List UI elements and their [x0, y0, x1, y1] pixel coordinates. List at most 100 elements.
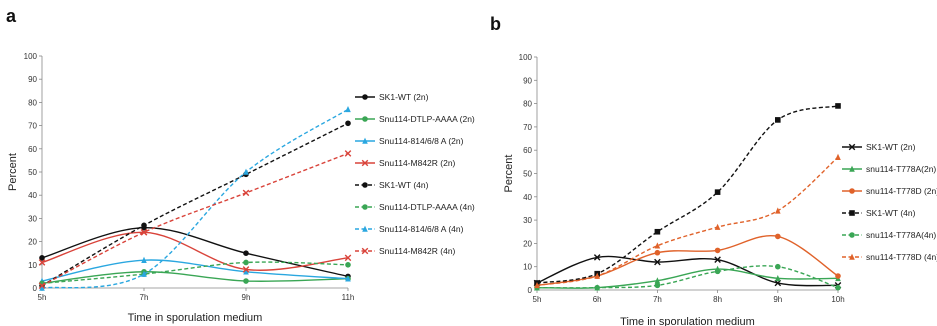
series-line: [41, 261, 349, 285]
data-point: [775, 233, 781, 240]
legend-label: snu114-T778A(2n): [866, 164, 936, 174]
legend-marker: [362, 225, 368, 232]
x-tick-label: 9h: [773, 295, 782, 304]
y-tick-label: 30: [28, 214, 37, 223]
x-tick-label: 9h: [242, 293, 251, 302]
y-tick-label: 50: [28, 168, 37, 177]
series-4: SK1-WT (4n): [39, 120, 429, 289]
legend-label: Snu114-M842R (4n): [379, 246, 456, 256]
legend-marker: [362, 204, 368, 210]
data-point: [141, 222, 147, 229]
y-tick-label: 80: [523, 100, 532, 109]
series-line: [536, 105, 839, 284]
data-point: [38, 259, 46, 266]
legend-label: snu114-T778D (2n): [866, 186, 937, 196]
data-point: [39, 255, 45, 261]
y-tick-label: 90: [28, 75, 37, 84]
data-point: [714, 268, 721, 275]
y-tick-label: 10: [28, 261, 37, 270]
x-tick-label: 6h: [593, 295, 602, 304]
data-point: [344, 150, 352, 157]
data-point: [242, 189, 250, 197]
series-line: [536, 156, 839, 287]
data-point: [775, 263, 781, 270]
y-tick-label: 70: [28, 122, 37, 131]
data-point: [345, 275, 351, 282]
data-point: [654, 282, 661, 289]
y-tick-label: 90: [523, 76, 532, 85]
x-tick-label: 5h: [38, 293, 47, 302]
x-tick-label: 10h: [831, 295, 844, 304]
chart-a: 0 10 20 30 40 50 60 70 80 90 100 5h 7h 9h 11h Percent Ti…: [7, 52, 475, 324]
legend-marker: [362, 137, 368, 144]
y-tick-label: 50: [523, 170, 532, 179]
legend-label: SK1-WT (4n): [866, 208, 916, 218]
data-point: [243, 268, 249, 275]
legend-marker: [849, 165, 855, 172]
y-axis-title: Percent: [503, 155, 515, 193]
y-tick-label: 20: [523, 239, 532, 248]
legend-label: SK1-WT (2n): [866, 142, 916, 152]
data-point: [714, 256, 721, 264]
x-tick-label: 7h: [653, 295, 662, 304]
data-point: [140, 229, 148, 236]
legend-marker: [361, 247, 369, 255]
data-point: [243, 278, 249, 284]
data-point: [714, 247, 721, 254]
data-point: [243, 250, 249, 256]
data-point: [141, 270, 147, 277]
legend-marker: [849, 210, 855, 216]
data-point: [775, 274, 781, 282]
y-tick-label: 40: [28, 191, 37, 200]
data-point: [344, 254, 352, 262]
series-line: [536, 255, 839, 287]
x-tick-label: 11h: [342, 293, 355, 302]
legend-label: Snu114-M842R (2n): [379, 158, 456, 168]
data-point: [835, 153, 841, 160]
series-line: [41, 271, 349, 285]
series-line: [41, 152, 349, 287]
chart-b: 0 10 20 30 40 50 60 70 80 90 100 5h 6h 7h 8h 9h 10h Perce…: [503, 53, 937, 326]
data-point: [594, 284, 600, 291]
data-point: [345, 120, 351, 127]
data-point: [835, 103, 841, 109]
series-2: Snu114-814/6/8 A (2n): [39, 136, 464, 284]
series-line: [41, 122, 349, 287]
y-tick-label: 20: [28, 238, 37, 247]
legend-label: Snu114-814/6/8 A (2n): [379, 136, 464, 146]
data-point: [835, 284, 841, 291]
series-5: snu114-T778D (4n): [534, 153, 937, 289]
data-point: [345, 105, 351, 113]
data-point: [141, 256, 147, 263]
data-point: [243, 259, 249, 266]
y-tick-label: 60: [523, 146, 532, 155]
data-point: [835, 273, 841, 279]
legend-marker: [362, 116, 368, 122]
data-point: [243, 168, 249, 175]
y-tick-label: 70: [523, 123, 532, 132]
series-6: Snu114-814/6/8 A (4n): [39, 105, 464, 291]
series-line: [536, 265, 839, 289]
panel-letter-b: b: [490, 14, 501, 34]
data-point: [345, 262, 351, 268]
y-tick-label: 80: [28, 98, 37, 107]
legend-label: snu114-T778A(4n): [866, 230, 936, 240]
series-4: snu114-T778A(4n): [534, 230, 936, 291]
legend-label: snu114-T778D (4n): [866, 252, 937, 262]
panel-letter-a: a: [6, 6, 17, 26]
legend-label: Snu114-DTLP-AAAA (4n): [379, 202, 475, 212]
x-tick-label: 8h: [713, 295, 722, 304]
legend-marker: [362, 182, 368, 188]
series-5: Snu114-DTLP-AAAA (4n): [39, 202, 475, 287]
legend-marker: [849, 188, 855, 194]
data-point: [775, 207, 781, 214]
legend-label: Snu114-814/6/8 A (4n): [379, 224, 464, 234]
y-tick-label: 40: [523, 193, 532, 202]
data-point: [714, 223, 721, 230]
legend-marker: [848, 143, 856, 151]
series-line: [41, 231, 349, 271]
x-tick-label: 5h: [533, 295, 542, 304]
legend-label: SK1-WT (2n): [379, 92, 429, 102]
series-line: [41, 108, 349, 289]
